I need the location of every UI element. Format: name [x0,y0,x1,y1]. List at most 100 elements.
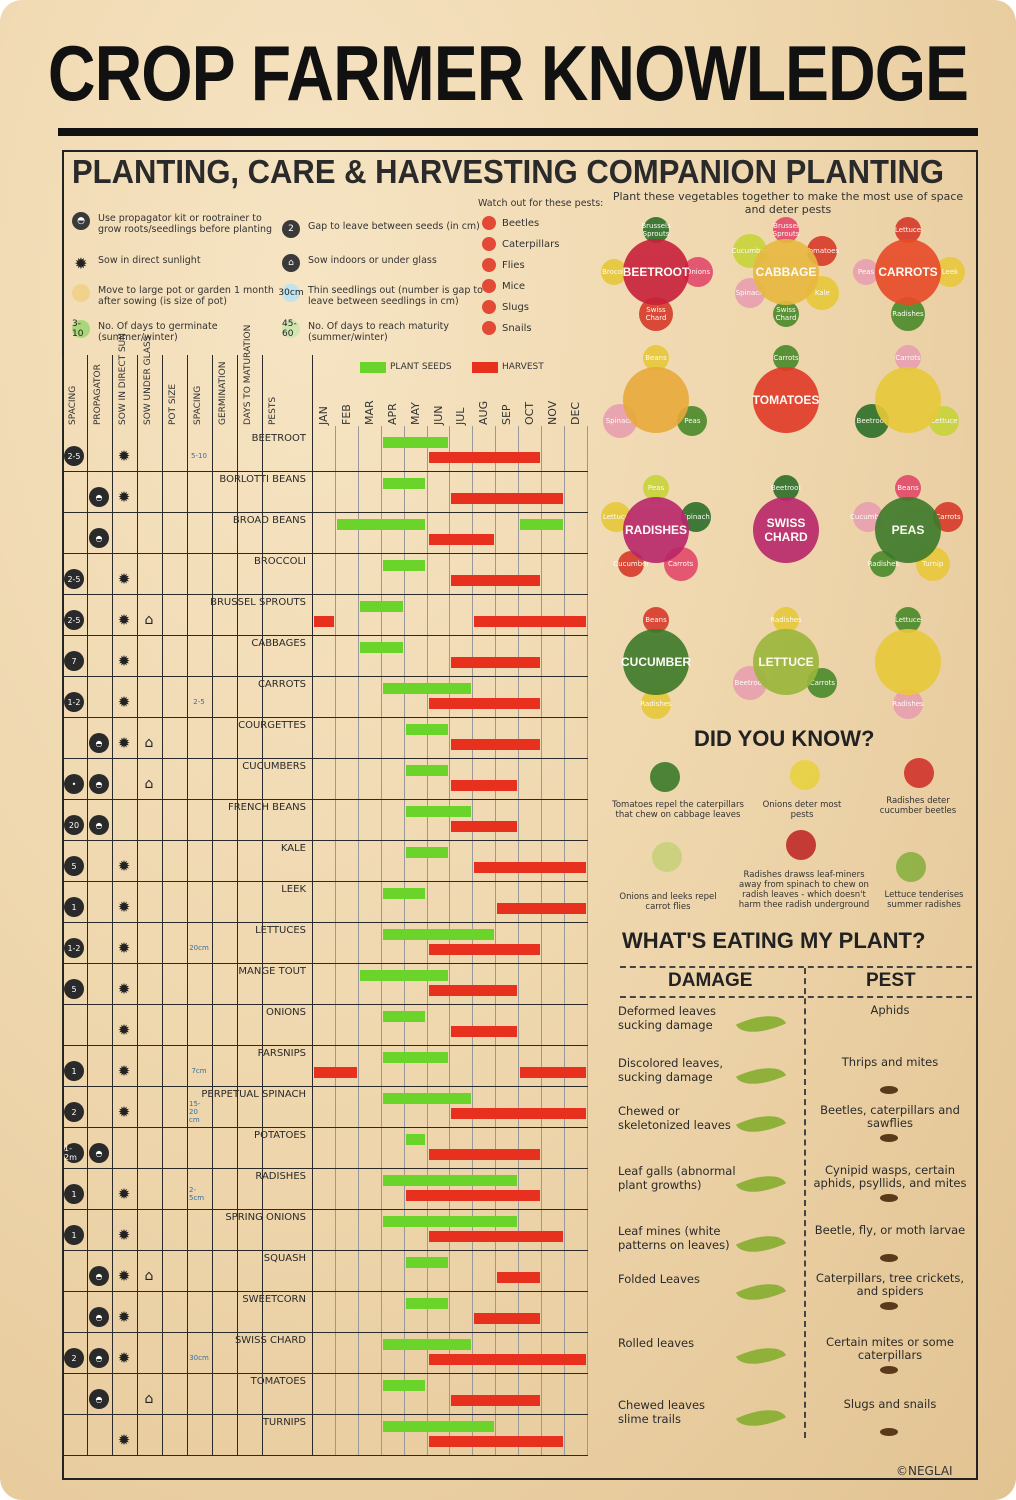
pest-item: Flies [482,258,525,272]
propagator-icon: ◓ [89,1266,109,1286]
pest-item: Caterpillars [482,237,559,251]
damage-text: Folded Leaves [618,1272,700,1286]
plant-seeds-bar [359,601,403,612]
column-line [212,355,213,1455]
harvest-bar [451,575,540,586]
sun-icon: ✹ [74,253,88,273]
harvest-bar [451,1026,518,1037]
column-line [62,355,63,1455]
slugs-icon [482,300,496,314]
row-line [62,512,588,513]
plant-seeds-bar [382,478,426,489]
fact-text: Onions deter most pests [762,800,842,820]
month-line [586,426,588,1455]
damage-text: Chewed or skeletonized leaves [618,1104,731,1132]
month-label: MAR [362,400,376,425]
plant-seeds-bar [382,1380,426,1391]
sun-icon: ✹ [117,1226,131,1244]
month-line [334,426,336,1455]
sun-icon: ✹ [117,488,131,506]
propagator-icon: ◓ [89,733,109,753]
pest-text: Thrips and mites [841,1055,939,1069]
spacing-icon: 1-2m [64,1143,84,1163]
column-header: POT SIZE [168,383,178,425]
plant-seeds-bar [382,683,472,694]
plant-seeds-bar [405,847,449,858]
plant-seeds-label: PLANT SEEDS [390,362,452,372]
column-header: PESTS [268,396,278,425]
month-label: JUN [431,405,445,425]
crop-name: CABBAGES [251,638,306,649]
month-label: APR [385,403,399,425]
column-line [112,355,113,1455]
column-line [87,355,88,1455]
plant-seeds-bar [382,1216,518,1227]
month-line [357,426,359,1455]
legend-text: Thin seedlings out (number is gap to lea… [308,285,483,307]
column-header: SOW UNDER GLASS [143,335,153,425]
crop-name: BROCCOLI [253,556,306,567]
month-label: NOV [546,400,559,425]
month-line [472,426,474,1455]
companion-subtitle: Plant these vegetables together to make … [612,190,964,216]
companion-main [875,629,941,695]
spacing-icon: • [64,774,84,794]
propagator-icon: ◓ [89,774,109,794]
plant-seeds-bar [336,519,426,530]
companion-main [875,367,941,433]
damage-text: Deformed leaves sucking damage [618,1004,716,1032]
row-line [62,1004,588,1005]
harvest-bar [474,862,586,873]
sun-icon: ✹ [117,1267,131,1285]
crop-name: SQUASH [263,1253,306,1264]
plant-seeds-bar [382,929,495,940]
harvest-bar [314,616,334,627]
companion-partner: Lettuce [895,607,921,633]
row-line [62,881,588,882]
spacing-icon: 5 [64,979,84,999]
propagator-icon: ◓ [89,1143,109,1163]
bug-icon [880,1366,898,1374]
legend-text: Sow in direct sunlight [98,255,201,266]
column-line [187,355,188,1455]
crop-name: LEEK [281,884,306,895]
damage-text: Chewed leaves slime trails [618,1398,706,1426]
companion-main [623,367,689,433]
whats-eating-heading: WHAT'S EATING MY PLANT? [622,928,926,953]
row-line [62,758,588,759]
crop-name: TURNIPS [262,1417,306,1428]
spacing-icon: 1 [64,1061,84,1081]
harvest-bar [428,985,518,996]
companion-partner: Lettuce [895,217,921,243]
pest-heading: PEST [866,970,916,991]
fact-text: Onions and leeks repel carrot flies [619,892,717,912]
row-line [62,1250,588,1251]
harvest-bar [520,1067,586,1078]
pest-label: Flies [502,260,525,271]
column-header: SPACING [193,385,203,425]
thin-icon: 30cm [278,284,304,302]
spacing-icon: 7 [64,651,84,671]
row-line [62,1373,588,1374]
companion-main: CABBAGE [753,239,819,305]
companion-partner: Beans [643,345,669,371]
month-label: SEP [500,404,514,425]
thin-icon: 15-20 cm [189,1100,201,1124]
column-line [237,355,238,1455]
sun-icon: ✹ [117,1185,131,1203]
fact-text: Lettuce tenderises summer radishes [884,890,964,910]
month-label: OCT [523,401,537,425]
row-line [62,1455,588,1456]
plant-seeds-bar [382,1421,495,1432]
pest-text: Cynipid wasps, certain aphids, psyllids,… [813,1163,967,1190]
companion-partner: Beans [895,475,921,501]
bug-icon [880,1254,898,1262]
month-line [380,426,382,1455]
pest-label: Caterpillars [502,239,560,250]
column-line [262,355,263,1455]
harvest-bar [451,657,540,668]
plant-seeds-bar [405,1298,449,1309]
row-line [62,717,588,718]
legend-text: Use propagator kit or rootrainer to grow… [98,213,273,235]
crop-name: TOMATOES [250,1376,306,1387]
